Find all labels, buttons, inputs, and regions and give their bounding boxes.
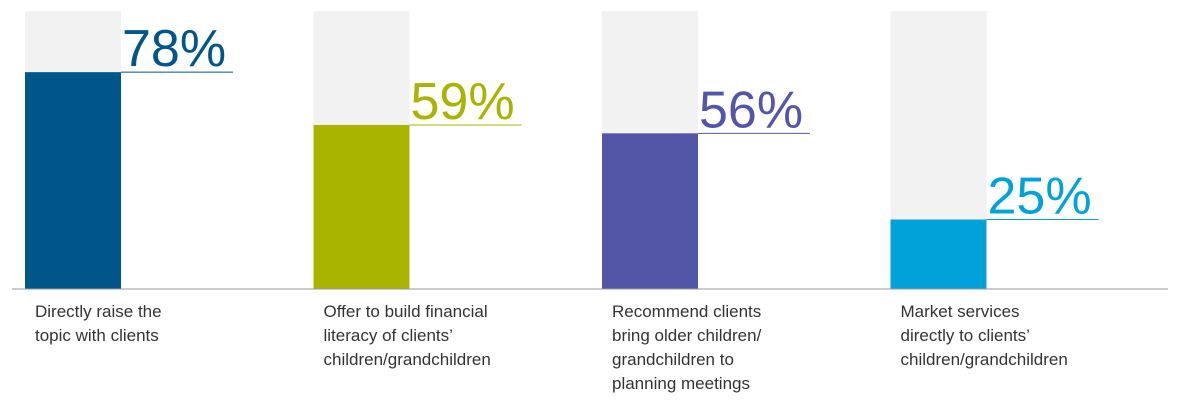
value-label: 78% xyxy=(122,20,226,78)
bar xyxy=(602,133,698,289)
category-label: Directly raise the topic with clients xyxy=(35,302,162,345)
value-label: 25% xyxy=(988,168,1092,226)
category-label: Market services directly to clients’ chi… xyxy=(900,302,1068,369)
bar xyxy=(313,124,410,289)
value-label: 59% xyxy=(411,73,515,131)
bar xyxy=(25,72,121,289)
category-label: Recommend clients bring older children/ … xyxy=(612,302,762,393)
category-label: Offer to build financial literacy of cli… xyxy=(323,302,491,369)
value-label: 56% xyxy=(699,81,803,139)
bar xyxy=(890,219,987,289)
